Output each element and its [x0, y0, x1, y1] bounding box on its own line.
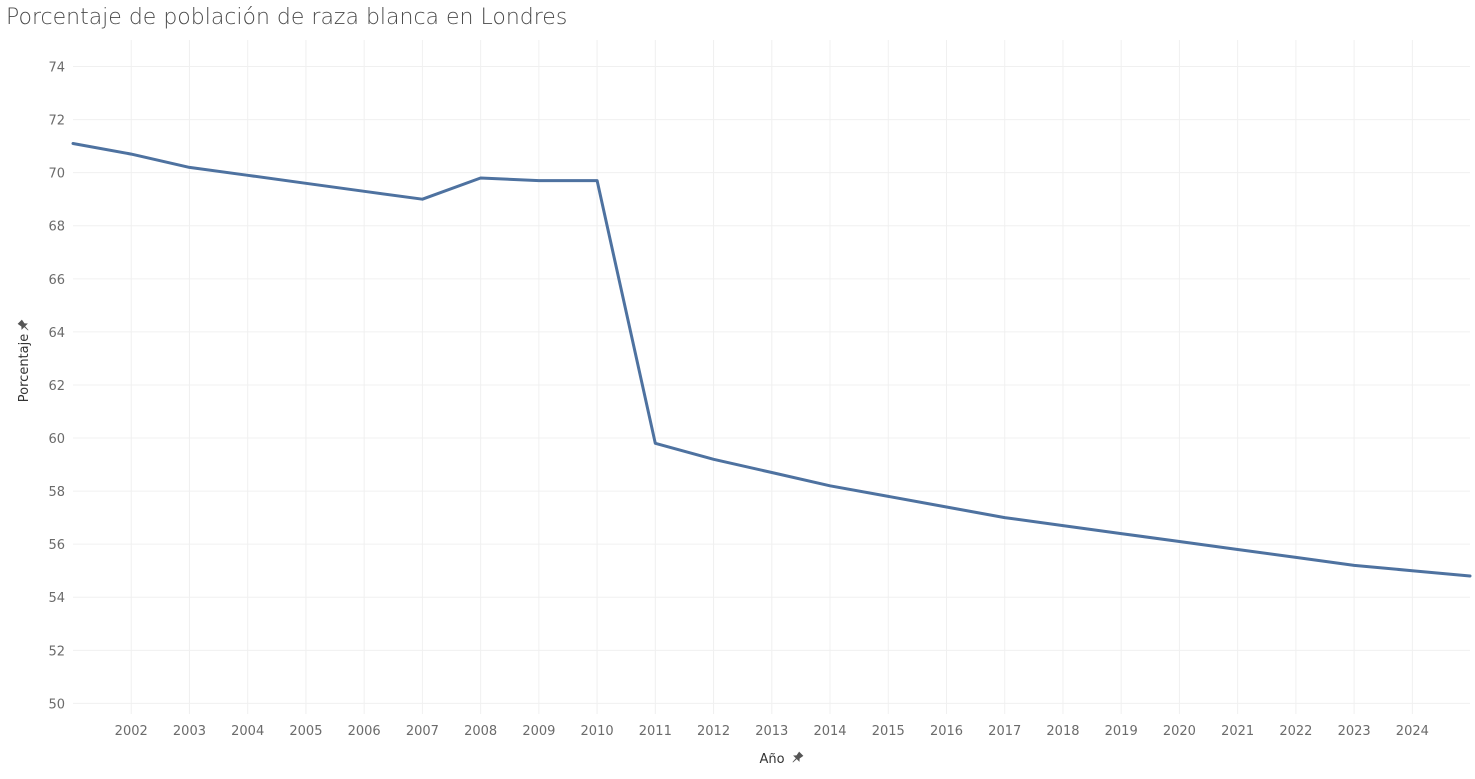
- x-tick-label: 2010: [581, 724, 614, 739]
- data-point[interactable]: [1116, 529, 1126, 539]
- data-point[interactable]: [942, 502, 952, 512]
- x-tick-label: 2022: [1279, 724, 1312, 739]
- x-tick-label: 2021: [1221, 724, 1254, 739]
- y-tick-label: 72: [48, 114, 65, 129]
- x-tick-label: 2017: [988, 724, 1021, 739]
- data-point[interactable]: [767, 468, 777, 478]
- data-point[interactable]: [1291, 552, 1301, 562]
- x-tick-label: 2023: [1338, 724, 1371, 739]
- pin-icon[interactable]: [790, 751, 805, 766]
- data-point[interactable]: [1058, 521, 1068, 531]
- y-tick-label: 74: [48, 61, 65, 76]
- x-tick-label: 2005: [289, 724, 322, 739]
- data-point[interactable]: [592, 176, 602, 186]
- data-point[interactable]: [1233, 545, 1243, 555]
- y-tick-label: 52: [48, 644, 65, 659]
- x-tick-label: 2013: [755, 724, 788, 739]
- x-tick-label: 2009: [522, 724, 555, 739]
- data-point[interactable]: [825, 481, 835, 491]
- data-point[interactable]: [476, 173, 486, 183]
- data-point[interactable]: [417, 194, 427, 204]
- y-tick-label: 70: [48, 167, 65, 182]
- x-tick-label: 2019: [1105, 724, 1138, 739]
- data-point[interactable]: [126, 149, 136, 159]
- x-tick-label: 2003: [173, 724, 206, 739]
- x-tick-label: 2004: [231, 724, 264, 739]
- x-tick-label: 2012: [697, 724, 730, 739]
- data-point[interactable]: [650, 438, 660, 448]
- x-tick-label: 2016: [930, 724, 963, 739]
- data-point[interactable]: [1000, 513, 1010, 523]
- x-tick-label: 2018: [1046, 724, 1079, 739]
- x-axis-title[interactable]: Año: [759, 752, 784, 767]
- x-tick-label: 2014: [813, 724, 846, 739]
- data-point[interactable]: [1465, 571, 1475, 581]
- vertical-gridlines: [130, 40, 1413, 714]
- x-axis-title-group[interactable]: Año: [759, 751, 804, 767]
- horizontal-gridlines: [73, 66, 1470, 704]
- data-point[interactable]: [68, 139, 78, 149]
- data-point[interactable]: [1349, 560, 1359, 570]
- y-tick-label: 64: [48, 326, 65, 341]
- x-axis-ticks: 2002 2003 2004 2005 2006 2007 2008 2009 2010 2011…: [115, 724, 1429, 739]
- x-tick-label: 2011: [639, 724, 672, 739]
- series-layer: [68, 139, 1475, 581]
- data-point[interactable]: [1407, 566, 1417, 576]
- y-tick-label: 58: [48, 485, 65, 500]
- y-tick-label: 62: [48, 379, 65, 394]
- data-point[interactable]: [185, 162, 195, 172]
- data-point[interactable]: [359, 186, 369, 196]
- x-tick-label: 2002: [115, 724, 148, 739]
- y-tick-label: 50: [48, 697, 65, 712]
- x-tick-label: 2006: [348, 724, 381, 739]
- x-tick-label: 2007: [406, 724, 439, 739]
- y-axis-ticks: 50 52 54 56 58 60 62 64 66 68 70 72 74: [48, 61, 65, 713]
- y-tick-label: 68: [48, 220, 65, 235]
- x-tick-label: 2015: [872, 724, 905, 739]
- y-tick-label: 66: [48, 273, 65, 288]
- y-tick-label: 56: [48, 538, 65, 553]
- pin-icon[interactable]: [17, 319, 32, 334]
- x-tick-label: 2008: [464, 724, 497, 739]
- data-point[interactable]: [243, 170, 253, 180]
- data-point[interactable]: [301, 178, 311, 188]
- series-line[interactable]: [71, 142, 1472, 578]
- data-point[interactable]: [534, 176, 544, 186]
- x-tick-label: 2020: [1163, 724, 1196, 739]
- y-axis-title[interactable]: Porcentaje: [17, 334, 32, 402]
- data-point[interactable]: [709, 454, 719, 464]
- chart-title: Porcentaje de población de raza blanca e…: [6, 5, 567, 30]
- y-tick-label: 54: [48, 591, 65, 606]
- y-tick-label: 60: [48, 432, 65, 447]
- data-point[interactable]: [1174, 537, 1184, 547]
- y-axis-title-group[interactable]: Porcentaje: [17, 319, 32, 403]
- x-tick-label: 2024: [1396, 724, 1429, 739]
- data-point[interactable]: [883, 491, 893, 501]
